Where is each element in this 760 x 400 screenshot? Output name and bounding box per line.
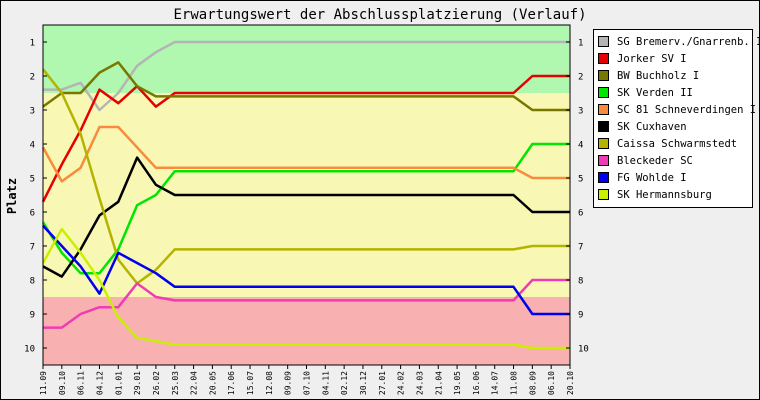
y-tick-label-left: 1 — [30, 39, 35, 49]
legend-item: SK Hermannsburg — [598, 186, 752, 203]
legend-item: SG Bremerv./Gnarrenb. I — [598, 33, 760, 50]
y-tick-label-left: 7 — [30, 243, 35, 253]
y-tick-label-right: 3 — [578, 107, 583, 117]
x-tick-label: 20.10 — [566, 371, 575, 395]
band-promotion — [43, 25, 570, 93]
series-line-7 — [42, 68, 570, 285]
y-tick-label-left: 5 — [30, 175, 35, 185]
y-tick-label-left: 10 — [24, 345, 35, 355]
band-relegation — [43, 297, 570, 365]
legend-swatch — [598, 87, 609, 98]
x-tick-label: 11.08 — [510, 371, 519, 395]
y-tick-label-right: 5 — [578, 175, 583, 185]
x-tick-label: 27.01 — [378, 371, 387, 395]
legend-label: BW Buchholz I — [617, 69, 700, 82]
legend-label: SC 81 Schneverdingen I — [617, 103, 757, 116]
series-line-5 — [41, 125, 570, 183]
y-tick-label-right: 2 — [578, 73, 583, 83]
series-line-3 — [42, 61, 570, 112]
x-tick-label: 09.09 — [284, 371, 293, 395]
legend-item: Bleckeder SC — [598, 152, 752, 169]
chart-title: Erwartungswert der Abschlussplatzierung … — [173, 7, 586, 23]
y-tick-label-right: 10 — [578, 345, 589, 355]
x-tick-label: 06.11 — [77, 371, 86, 395]
legend-label: SK Verden II — [617, 86, 693, 99]
legend-item: SK Verden II — [598, 84, 752, 101]
legend-swatch — [598, 189, 609, 200]
y-tick-label-left: 6 — [30, 209, 35, 219]
legend-label: Caissa Schwarmstedt — [617, 137, 738, 150]
legend-swatch — [598, 53, 609, 64]
legend-label: FG Wohlde I — [617, 171, 687, 184]
series-line-6 — [42, 156, 570, 278]
legend-label: SG Bremerv./Gnarrenb. I — [617, 35, 760, 48]
legend-item: Caissa Schwarmstedt — [598, 135, 752, 152]
legend-swatch — [598, 104, 609, 115]
legend-item: BW Buchholz I — [598, 67, 752, 84]
x-tick-label: 07.10 — [303, 371, 312, 395]
y-tick-label-right: 4 — [578, 141, 583, 151]
x-tick-label: 25.03 — [171, 371, 180, 395]
y-axis-label: Platz — [5, 178, 19, 214]
x-tick-label: 02.12 — [340, 371, 349, 395]
x-tick-label: 26.02 — [152, 371, 161, 395]
legend-swatch — [598, 155, 609, 166]
x-tick-label: 24.03 — [415, 371, 424, 395]
y-tick-label-right: 1 — [578, 39, 583, 49]
y-tick-label-left: 4 — [30, 141, 35, 151]
x-tick-label: 06.10 — [547, 371, 556, 395]
legend-item: SC 81 Schneverdingen I — [598, 101, 756, 118]
legend-swatch — [598, 70, 609, 81]
y-tick-label-left: 2 — [30, 73, 35, 83]
legend-label: Bleckeder SC — [617, 154, 693, 167]
x-tick-label: 12.08 — [265, 371, 274, 395]
legend-swatch — [598, 36, 609, 47]
legend-swatch — [598, 172, 609, 183]
x-tick-label: 29.01 — [133, 371, 142, 395]
series-line-4 — [41, 142, 570, 275]
x-tick-label: 04.12 — [95, 371, 104, 395]
y-tick-label-left: 3 — [30, 107, 35, 117]
x-tick-label: 11.09 — [39, 371, 48, 395]
x-tick-label: 16.06 — [472, 371, 481, 395]
legend-item: SK Cuxhaven — [598, 118, 752, 135]
series-line-10 — [41, 227, 570, 350]
legend-label: Jorker SV I — [617, 52, 687, 65]
y-tick-label-left: 8 — [30, 277, 35, 287]
legend-swatch — [598, 138, 609, 149]
legend-label: SK Cuxhaven — [617, 120, 687, 133]
series-line-1 — [43, 40, 570, 112]
series-line-8 — [43, 278, 570, 329]
y-tick-label-right: 7 — [578, 243, 583, 253]
x-tick-label: 04.11 — [321, 371, 330, 395]
series-line-9 — [42, 224, 570, 316]
x-tick-label: 01.01 — [114, 371, 123, 395]
series-line-2 — [41, 74, 570, 203]
y-tick-label-right: 6 — [578, 209, 583, 219]
x-tick-label: 20.05 — [208, 371, 217, 395]
y-tick-label-right: 8 — [578, 277, 583, 287]
legend-swatch — [598, 121, 609, 132]
y-tick-label-right: 9 — [578, 311, 583, 321]
x-tick-label: 30.12 — [359, 371, 368, 395]
x-tick-label: 08.09 — [528, 371, 537, 395]
legend-label: SK Hermannsburg — [617, 188, 712, 201]
x-tick-label: 14.07 — [491, 371, 500, 395]
x-tick-label: 15.07 — [246, 371, 255, 395]
x-tick-label: 19.05 — [453, 371, 462, 395]
x-tick-label: 21.04 — [434, 371, 443, 395]
x-tick-label: 09.10 — [58, 371, 67, 395]
legend: SG Bremerv./Gnarrenb. I Jorker SV I BW Buc… — [593, 29, 760, 208]
legend-item: FG Wohlde I — [598, 169, 752, 186]
x-tick-label: 22.04 — [190, 371, 199, 395]
x-tick-label: 17.06 — [227, 371, 236, 395]
y-tick-label-left: 9 — [30, 311, 35, 321]
x-tick-label: 24.02 — [397, 371, 406, 395]
legend-item: Jorker SV I — [598, 50, 752, 67]
